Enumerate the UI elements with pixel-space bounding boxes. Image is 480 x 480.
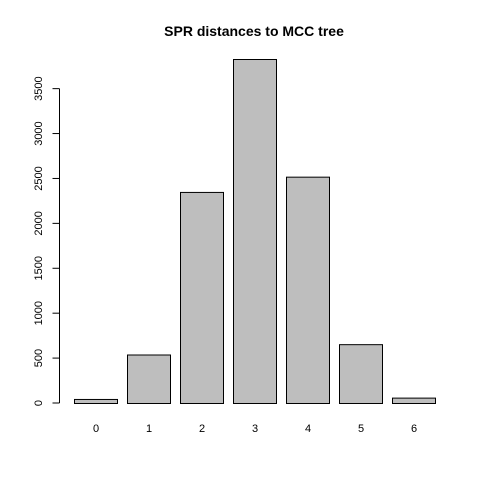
x-tick-label-5: 5 [358, 423, 364, 435]
chart-title: SPR distances to MCC tree [164, 23, 344, 39]
y-tick-label-3500: 3500 [33, 76, 45, 100]
bar-5 [339, 344, 383, 404]
y-tick-label-3000: 3000 [33, 121, 45, 145]
x-tick-label-3: 3 [252, 423, 258, 435]
bar-2 [180, 191, 224, 404]
bar-0 [74, 398, 118, 404]
bar-4 [286, 176, 330, 404]
x-tick-label-1: 1 [146, 423, 152, 435]
x-tick-label-0: 0 [93, 423, 99, 435]
y-tick-label-1000: 1000 [33, 301, 45, 325]
x-tick-label-2: 2 [199, 423, 205, 435]
y-tick-label-2500: 2500 [33, 166, 45, 190]
y-tick-label-2000: 2000 [33, 211, 45, 235]
y-axis: 0 500 1000 1500 2000 2500 3000 3500 [33, 76, 60, 406]
y-tick-label-500: 500 [33, 349, 45, 367]
x-axis-labels: 0 1 2 3 4 5 6 [93, 423, 417, 435]
bar-1 [127, 354, 171, 404]
bar-3 [233, 59, 277, 404]
x-tick-label-4: 4 [305, 423, 311, 435]
bars-layer [74, 59, 436, 404]
y-tick-label-1500: 1500 [33, 256, 45, 280]
x-tick-label-6: 6 [411, 423, 417, 435]
y-tick-label-0: 0 [33, 400, 45, 406]
bar-6 [392, 397, 436, 404]
